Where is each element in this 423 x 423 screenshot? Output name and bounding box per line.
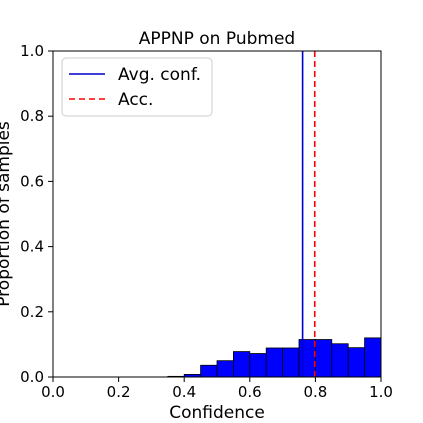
chart-title: APPNP on Pubmed: [139, 29, 295, 49]
x-axis-label: Confidence: [169, 403, 265, 423]
histogram-bar: [364, 337, 382, 378]
y-tick-label: 0.2: [20, 303, 44, 321]
histogram-bar: [331, 343, 349, 378]
x-tick-label: 0.2: [107, 383, 131, 401]
histogram-bar: [282, 347, 300, 378]
histogram-bar: [216, 360, 234, 378]
y-tick-label: 1.0: [20, 42, 44, 60]
histogram-bar: [265, 347, 284, 378]
y-axis-label: Proportion of samples: [0, 121, 14, 307]
histogram-bars: [167, 337, 382, 378]
legend-box: [61, 57, 213, 117]
x-tick-label: 1.0: [369, 383, 393, 401]
histogram-bar: [314, 339, 333, 378]
x-axis: 0.0 0.2 0.4 0.6 0.8 1.0: [41, 377, 393, 401]
y-axis: 0.0 0.2 0.4 0.6 0.8 1.0: [20, 42, 53, 386]
y-tick-label: 0.4: [20, 238, 44, 256]
histogram-bar: [232, 351, 251, 378]
reference-lines: [301, 51, 316, 377]
legend-avg-conf-label: Avg. conf.: [118, 65, 201, 85]
histogram-bar: [298, 339, 316, 378]
histogram-bar: [249, 353, 267, 378]
x-tick-label: 0.6: [238, 383, 262, 401]
y-tick-label: 0.8: [20, 107, 44, 125]
x-tick-label: 0.0: [41, 383, 65, 401]
legend: Avg. conf. Acc.: [61, 57, 213, 117]
x-tick-label: 0.8: [303, 383, 327, 401]
legend-acc-label: Acc.: [118, 90, 153, 110]
histogram-bar: [200, 364, 218, 378]
y-tick-label: 0.0: [20, 368, 44, 386]
histogram-bar: [347, 347, 366, 378]
plot-frame: [52, 50, 382, 378]
y-tick-label: 0.6: [20, 172, 44, 190]
x-tick-label: 0.4: [172, 383, 196, 401]
